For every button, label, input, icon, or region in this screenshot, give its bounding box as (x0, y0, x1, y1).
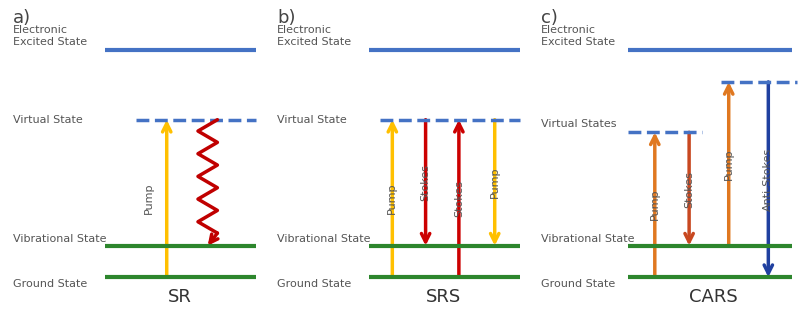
Text: CARS: CARS (689, 288, 738, 306)
Text: Virtual State: Virtual State (13, 115, 83, 125)
Text: c): c) (542, 9, 558, 27)
Text: Vibrational State: Vibrational State (13, 234, 106, 244)
Text: Pump: Pump (490, 167, 500, 198)
Text: SR: SR (167, 288, 191, 306)
Text: Virtual States: Virtual States (542, 119, 617, 129)
Text: Electronic
Excited State: Electronic Excited State (277, 25, 351, 47)
Text: a): a) (13, 9, 31, 27)
Text: Virtual State: Virtual State (277, 115, 347, 125)
Text: Stokes: Stokes (684, 170, 694, 208)
Text: Electronic
Excited State: Electronic Excited State (542, 25, 615, 47)
Text: Pump: Pump (650, 189, 660, 220)
Text: Pump: Pump (144, 183, 154, 214)
Text: Ground State: Ground State (13, 279, 87, 289)
Text: Pump: Pump (724, 148, 734, 180)
Text: Ground State: Ground State (277, 279, 351, 289)
Text: SRS: SRS (426, 288, 461, 306)
Text: Ground State: Ground State (542, 279, 615, 289)
Text: Stokes: Stokes (421, 164, 430, 201)
Text: b): b) (277, 9, 296, 27)
Text: Vibrational State: Vibrational State (277, 234, 370, 244)
Text: Anti-Stokes: Anti-Stokes (763, 148, 774, 211)
Text: Stokes: Stokes (454, 180, 464, 217)
Text: Pump: Pump (387, 183, 398, 214)
Text: Vibrational State: Vibrational State (542, 234, 634, 244)
Text: Electronic
Excited State: Electronic Excited State (13, 25, 87, 47)
